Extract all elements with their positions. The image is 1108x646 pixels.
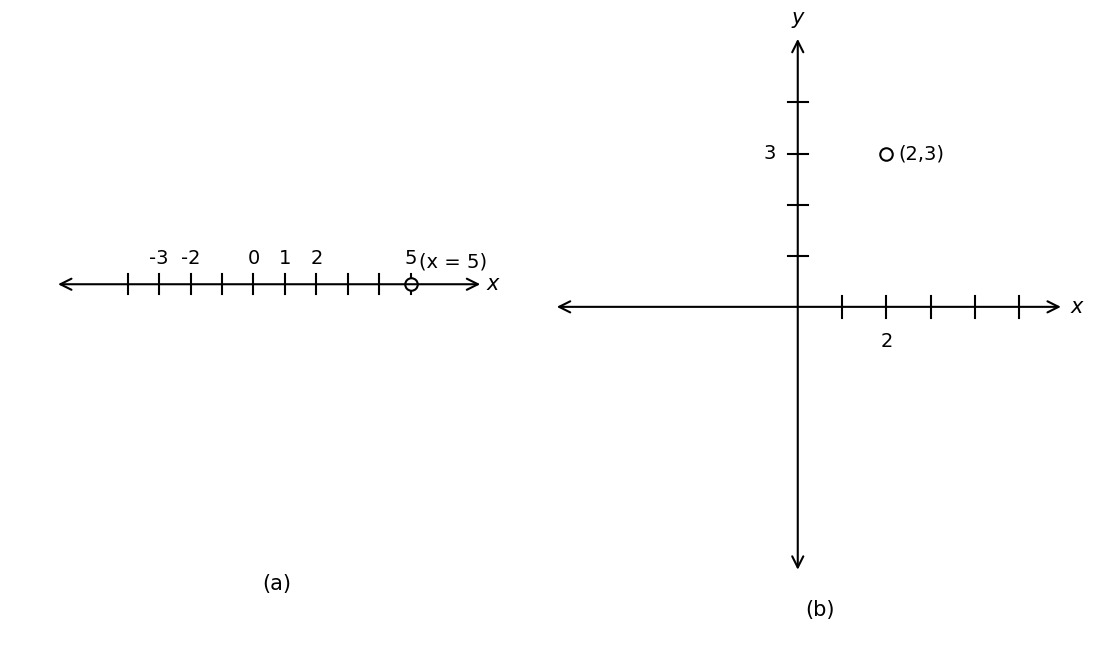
Text: -2: -2: [181, 249, 201, 268]
Text: 0: 0: [247, 249, 259, 268]
Text: 1: 1: [279, 249, 291, 268]
Text: -3: -3: [150, 249, 168, 268]
Text: 2: 2: [880, 333, 893, 351]
Text: (x = 5): (x = 5): [420, 253, 488, 271]
Text: 2: 2: [310, 249, 322, 268]
Text: (b): (b): [806, 600, 834, 620]
Text: y: y: [791, 8, 804, 28]
Text: (a): (a): [263, 574, 291, 594]
Text: 5: 5: [404, 249, 417, 268]
Text: 3: 3: [763, 144, 776, 163]
Text: x: x: [1070, 297, 1083, 317]
Text: x: x: [486, 275, 499, 294]
Text: (2,3): (2,3): [899, 144, 945, 163]
